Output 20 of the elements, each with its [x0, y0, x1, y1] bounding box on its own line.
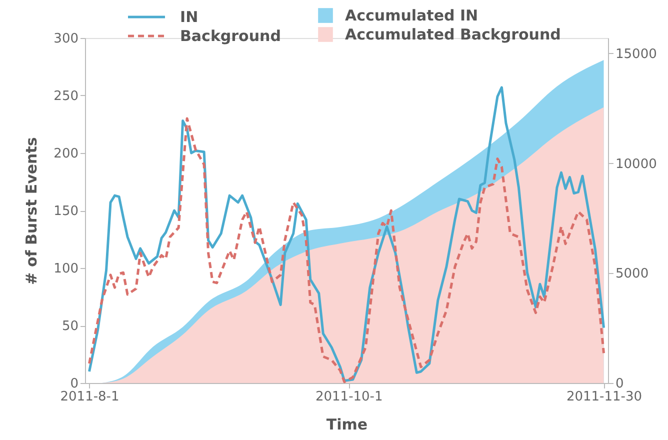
y2-tick-label: 0: [616, 376, 624, 392]
y-tick-label: 150: [54, 204, 78, 219]
y-tick-label: 200: [54, 146, 78, 162]
y-tick-label: 300: [54, 32, 78, 46]
y-tick-label: 0: [70, 376, 78, 392]
legend-label: Accumulated Background: [345, 26, 561, 44]
legend-label: IN: [180, 8, 198, 26]
y-tick-label: 100: [54, 262, 78, 276]
x-axis-title: Time: [326, 416, 368, 434]
legend-label: Accumulated IN: [345, 6, 478, 24]
legend-label: Background: [180, 27, 281, 45]
x-tick-label: 2011-11-30: [566, 390, 642, 404]
y2-tick-label: 15000: [616, 46, 657, 62]
y-axis-title: # of Burst Events: [22, 137, 41, 285]
x-tick-label: 2011-10-1: [315, 390, 383, 404]
x-tick-label: 2011-8-1: [60, 390, 120, 404]
y2-tick-label: 10000: [616, 156, 657, 172]
y2-tick-label: 5000: [616, 266, 649, 282]
y-tick-label: 50: [62, 319, 78, 334]
y-tick-label: 250: [54, 89, 78, 104]
